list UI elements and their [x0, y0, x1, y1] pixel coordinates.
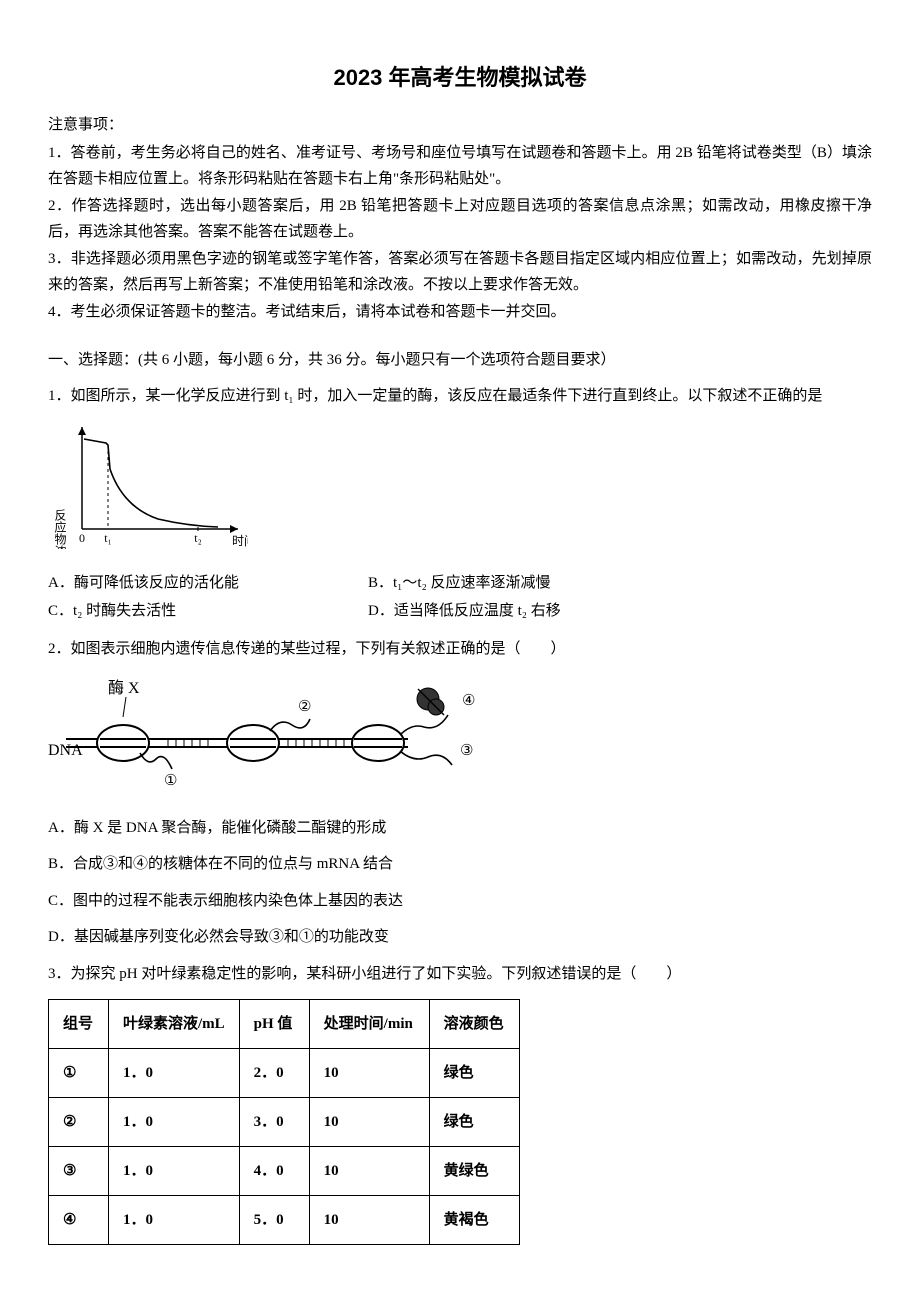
table-cell: 5．0 [239, 1196, 309, 1245]
q1-option-c: C．t₂ 时酶失去活性 [48, 599, 368, 623]
table-cell: 10 [309, 1147, 429, 1196]
table-header-row: 组号 叶绿素溶液/mL pH 值 处理时间/min 溶液颜色 [49, 1000, 520, 1049]
th-1: 叶绿素溶液/mL [109, 1000, 240, 1049]
q1-chart: 0 t₁ t₂ 时间 反应物浓度 [48, 419, 872, 557]
notice-item-1: 1．答卷前，考生务必将自己的姓名、准考证号、考场号和座位号填写在试题卷和答题卡上… [48, 141, 872, 192]
table-cell: 10 [309, 1098, 429, 1147]
q1-option-b: B．t₁～t₂ 反应速率逐渐减慢 [368, 571, 551, 595]
q2-diagram: 酶 X ① ② ④ ③ [48, 677, 872, 800]
q2-option-d: D．基因碱基序列变化必然会导致③和①的功能改变 [48, 923, 872, 952]
table-cell: ④ [49, 1196, 109, 1245]
q2-label-3: ③ [460, 743, 473, 759]
table-cell: 10 [309, 1196, 429, 1245]
table-row: ①1．02．010绿色 [49, 1049, 520, 1098]
table-cell: 2．0 [239, 1049, 309, 1098]
q2-label-dna: DNA [48, 742, 83, 759]
q2-option-c: C．图中的过程不能表示细胞核内染色体上基因的表达 [48, 887, 872, 916]
notice-item-3: 3．非选择题必须用黑色字迹的钢笔或签字笔作答，答案必须写在答题卡各题目指定区域内… [48, 247, 872, 298]
table-cell: 1．0 [109, 1196, 240, 1245]
th-3: 处理时间/min [309, 1000, 429, 1049]
q1-chart-tick-t1: t₁ [104, 531, 112, 545]
q1-option-a: A．酶可降低该反应的活化能 [48, 571, 368, 595]
q3-table: 组号 叶绿素溶液/mL pH 值 处理时间/min 溶液颜色 ①1．02．010… [48, 999, 520, 1245]
q2-label-1: ① [164, 773, 177, 789]
q1-text: 1．如图所示，某一化学反应进行到 t₁ 时，加入一定量的酶，该反应在最适条件下进… [48, 384, 872, 410]
q2-label-4: ④ [462, 693, 475, 709]
table-cell: 黄绿色 [429, 1147, 519, 1196]
table-cell: 1．0 [109, 1098, 240, 1147]
th-2: pH 值 [239, 1000, 309, 1049]
notice-item-2: 2．作答选择题时，选出每小题答案后，用 2B 铅笔把答题卡上对应题目选项的答案信… [48, 194, 872, 245]
q3-text: 3．为探究 pH 对叶绿素稳定性的影响，某科研小组进行了如下实验。下列叙述错误的… [48, 962, 872, 988]
table-row: ④1．05．010黄褐色 [49, 1196, 520, 1245]
table-row: ②1．03．010绿色 [49, 1098, 520, 1147]
th-4: 溶液颜色 [429, 1000, 519, 1049]
q1-chart-tick-0: 0 [79, 531, 85, 545]
q2-label-2: ② [298, 699, 311, 715]
notice-item-4: 4．考生必须保证答题卡的整洁。考试结束后，请将本试卷和答题卡一并交回。 [48, 300, 872, 326]
notice-heading: 注意事项： [48, 113, 872, 137]
table-cell: 绿色 [429, 1098, 519, 1147]
q1-chart-xlabel: 时间 [232, 534, 248, 548]
q2-option-a: A．酶 X 是 DNA 聚合酶，能催化磷酸二酯键的形成 [48, 814, 872, 843]
table-cell: 3．0 [239, 1098, 309, 1147]
page-title: 2023 年高考生物模拟试卷 [48, 60, 872, 95]
q2-label-enzyme: 酶 X [108, 679, 140, 697]
table-cell: 1．0 [109, 1147, 240, 1196]
table-cell: 10 [309, 1049, 429, 1098]
section1-heading: 一、选择题：(共 6 小题，每小题 6 分，共 36 分。每小题只有一个选项符合… [48, 348, 872, 372]
table-cell: 1．0 [109, 1049, 240, 1098]
th-0: 组号 [49, 1000, 109, 1049]
table-cell: 绿色 [429, 1049, 519, 1098]
table-cell: ① [49, 1049, 109, 1098]
table-cell: ② [49, 1098, 109, 1147]
q1-option-d: D．适当降低反应温度 t₂ 右移 [368, 599, 561, 623]
q2-text: 2．如图表示细胞内遗传信息传递的某些过程，下列有关叙述正确的是（ ） [48, 637, 872, 663]
table-row: ③1．04．010黄绿色 [49, 1147, 520, 1196]
table-cell: 黄褐色 [429, 1196, 519, 1245]
q1-chart-ylabel: 反应物浓度 [53, 509, 67, 549]
table-cell: 4．0 [239, 1147, 309, 1196]
q2-option-b: B．合成③和④的核糖体在不同的位点与 mRNA 结合 [48, 850, 872, 879]
table-cell: ③ [49, 1147, 109, 1196]
q1-chart-tick-t2: t₂ [194, 531, 202, 545]
